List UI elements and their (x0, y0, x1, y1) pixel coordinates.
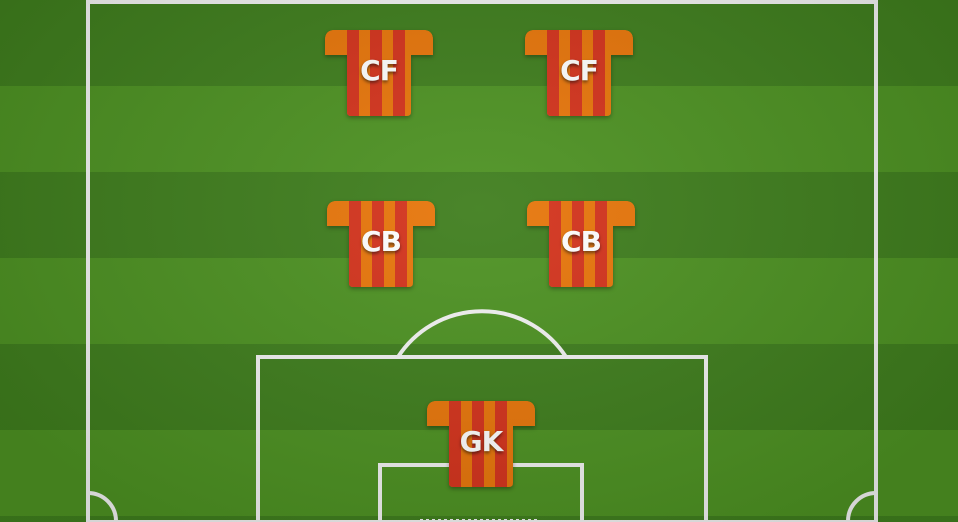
player-cb-left[interactable]: CB (327, 201, 435, 287)
corner-arc-left (87, 491, 118, 522)
position-label: CF (360, 54, 399, 87)
player-gk[interactable]: GK (427, 401, 535, 487)
position-label: CF (560, 54, 599, 87)
jersey-icon (327, 201, 435, 287)
jersey-icon (325, 30, 433, 116)
penalty-arc (396, 309, 568, 359)
corner-arc-right (846, 491, 877, 522)
penalty-area (256, 355, 708, 522)
player-cf-right[interactable]: CF (525, 30, 633, 116)
jersey-icon (525, 30, 633, 116)
pitch-boundary (86, 0, 878, 522)
jersey-icon (427, 401, 535, 487)
player-cb-right[interactable]: CB (527, 201, 635, 287)
player-cf-left[interactable]: CF (325, 30, 433, 116)
position-label: GK (459, 425, 504, 458)
jersey-icon (527, 201, 635, 287)
position-label: CB (361, 225, 402, 258)
position-label: CB (561, 225, 602, 258)
